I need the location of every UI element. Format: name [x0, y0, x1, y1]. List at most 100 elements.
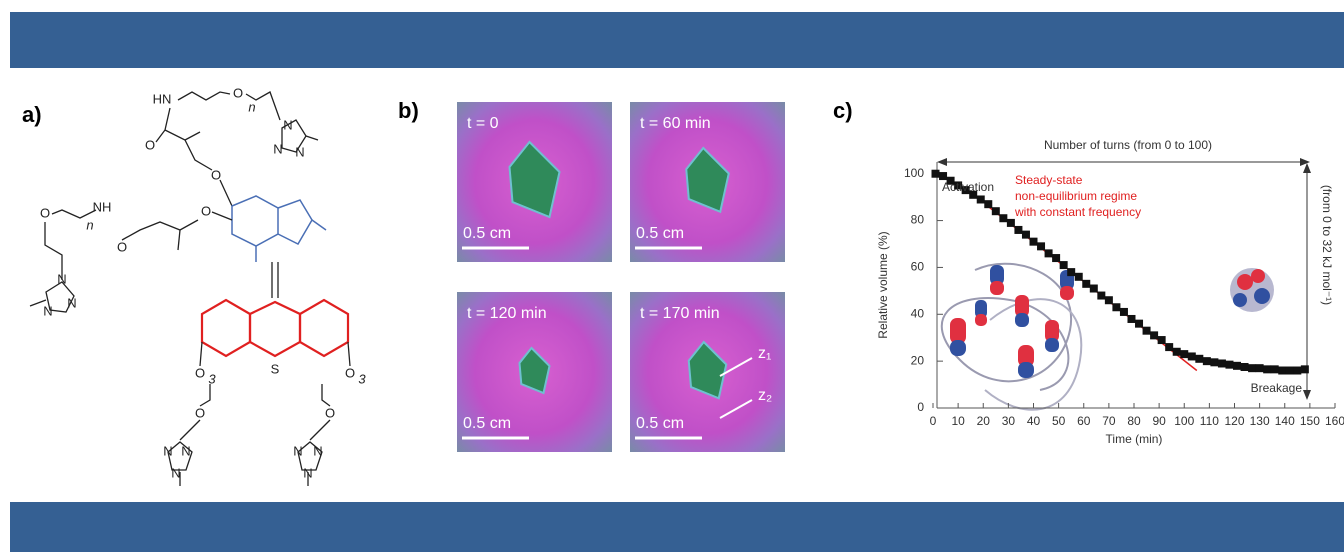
- data-point: [1165, 343, 1174, 352]
- data-point: [1233, 361, 1242, 370]
- annotation: Steady-state: [1015, 173, 1083, 187]
- atom-label: N: [181, 443, 190, 458]
- x-tick-label: 60: [1077, 414, 1091, 428]
- atom-label: O: [117, 239, 127, 254]
- atom-label: HN: [153, 91, 172, 106]
- time-label: t = 120 min: [467, 305, 547, 322]
- atom-label: O: [325, 405, 335, 420]
- data-point: [1037, 242, 1046, 251]
- scale-label: 0.5 cm: [636, 225, 684, 242]
- atom-label: N: [293, 443, 302, 458]
- arrow-head: [1303, 163, 1311, 173]
- top-axis-title: Number of turns (from 0 to 100): [1044, 138, 1212, 152]
- atom-label: O: [145, 137, 155, 152]
- data-point: [1059, 261, 1068, 270]
- data-point: [1029, 237, 1038, 246]
- atom-label: N: [171, 465, 180, 480]
- atom-label: O: [201, 203, 211, 218]
- data-point: [1097, 291, 1106, 300]
- scale-label: 0.5 cm: [463, 415, 511, 432]
- x-tick-label: 160: [1325, 414, 1344, 428]
- data-point: [1300, 365, 1309, 374]
- data-point: [999, 214, 1008, 223]
- atom-label: N: [163, 443, 172, 458]
- data-point: [1263, 365, 1272, 374]
- footer-band: [10, 502, 1344, 552]
- scale-label: 0.5 cm: [636, 415, 684, 432]
- atom-label: N: [303, 465, 312, 480]
- annotation: with constant frequency: [1014, 205, 1141, 219]
- atom-label: N: [43, 303, 52, 318]
- gel-sample: [687, 340, 728, 400]
- gel-sample: [518, 346, 551, 395]
- atom-label: N: [57, 271, 66, 286]
- x-tick-label: 130: [1250, 414, 1270, 428]
- x-tick-label: 150: [1300, 414, 1320, 428]
- header-band: [10, 12, 1344, 68]
- data-point: [1293, 366, 1302, 375]
- x-tick-label: 50: [1052, 414, 1066, 428]
- data-point: [946, 176, 955, 185]
- scale-label: 0.5 cm: [463, 225, 511, 242]
- atom-label: NH: [93, 199, 112, 214]
- x-axis-title: Time (min): [1106, 432, 1163, 446]
- data-point: [1225, 360, 1234, 369]
- atom-label: 3: [208, 371, 216, 386]
- x-tick-label: 30: [1002, 414, 1016, 428]
- y-axis-title: Relative volume (%): [876, 231, 890, 338]
- data-point: [1150, 331, 1159, 340]
- arrow-head: [1303, 390, 1311, 400]
- x-tick-label: 0: [930, 414, 937, 428]
- data-point: [969, 190, 978, 199]
- arrow-head: [1300, 158, 1310, 166]
- panel-label: c): [833, 98, 853, 123]
- y-tick-label: 0: [917, 400, 924, 414]
- atom-label: S: [271, 361, 280, 376]
- data-point: [1127, 314, 1136, 323]
- data-point: [1278, 366, 1287, 375]
- data-point: [1104, 296, 1113, 305]
- data-point: [1240, 363, 1249, 371]
- atom-label: n: [248, 99, 255, 114]
- data-point: [1074, 272, 1083, 281]
- y-tick-label: 60: [911, 260, 925, 274]
- data-point: [1180, 350, 1189, 359]
- data-point: [1135, 319, 1144, 328]
- data-point: [1285, 366, 1294, 375]
- data-point: [1157, 336, 1166, 345]
- data-point: [976, 195, 985, 204]
- data-point: [1067, 268, 1076, 277]
- molecule: [29, 91, 351, 486]
- time-label: t = 60 min: [640, 115, 711, 132]
- data-point: [1044, 249, 1053, 258]
- time-label: t = 0: [467, 115, 499, 132]
- atom-label: N: [67, 295, 76, 310]
- data-point: [1217, 359, 1226, 368]
- atom-label: N: [273, 141, 282, 156]
- arrow: [719, 357, 753, 377]
- atom-label: N: [283, 117, 292, 132]
- atom-label: O: [345, 365, 355, 380]
- atom-label: O: [233, 85, 243, 100]
- atom-label: N: [313, 443, 322, 458]
- data-point: [1089, 284, 1098, 293]
- atom-label: O: [211, 167, 221, 182]
- y-tick-label: 20: [911, 353, 925, 367]
- data-point: [1119, 307, 1128, 316]
- data-point: [1248, 364, 1257, 373]
- arrow-head: [937, 158, 947, 166]
- data-point: [1142, 326, 1151, 335]
- data-point: [1082, 279, 1091, 288]
- data-point: [954, 181, 963, 190]
- x-tick-label: 140: [1275, 414, 1295, 428]
- x-tick-label: 70: [1102, 414, 1116, 428]
- x-tick-label: 110: [1200, 414, 1219, 428]
- y-tick-label: 80: [911, 213, 925, 227]
- atom-label: n: [86, 217, 93, 232]
- arrow-label: z₂: [758, 387, 772, 404]
- data-point: [1255, 364, 1264, 373]
- right-axis-title: (from 0 to 32 kJ mol⁻¹): [1320, 185, 1334, 305]
- x-tick-label: 10: [951, 414, 965, 428]
- x-tick-label: 90: [1152, 414, 1166, 428]
